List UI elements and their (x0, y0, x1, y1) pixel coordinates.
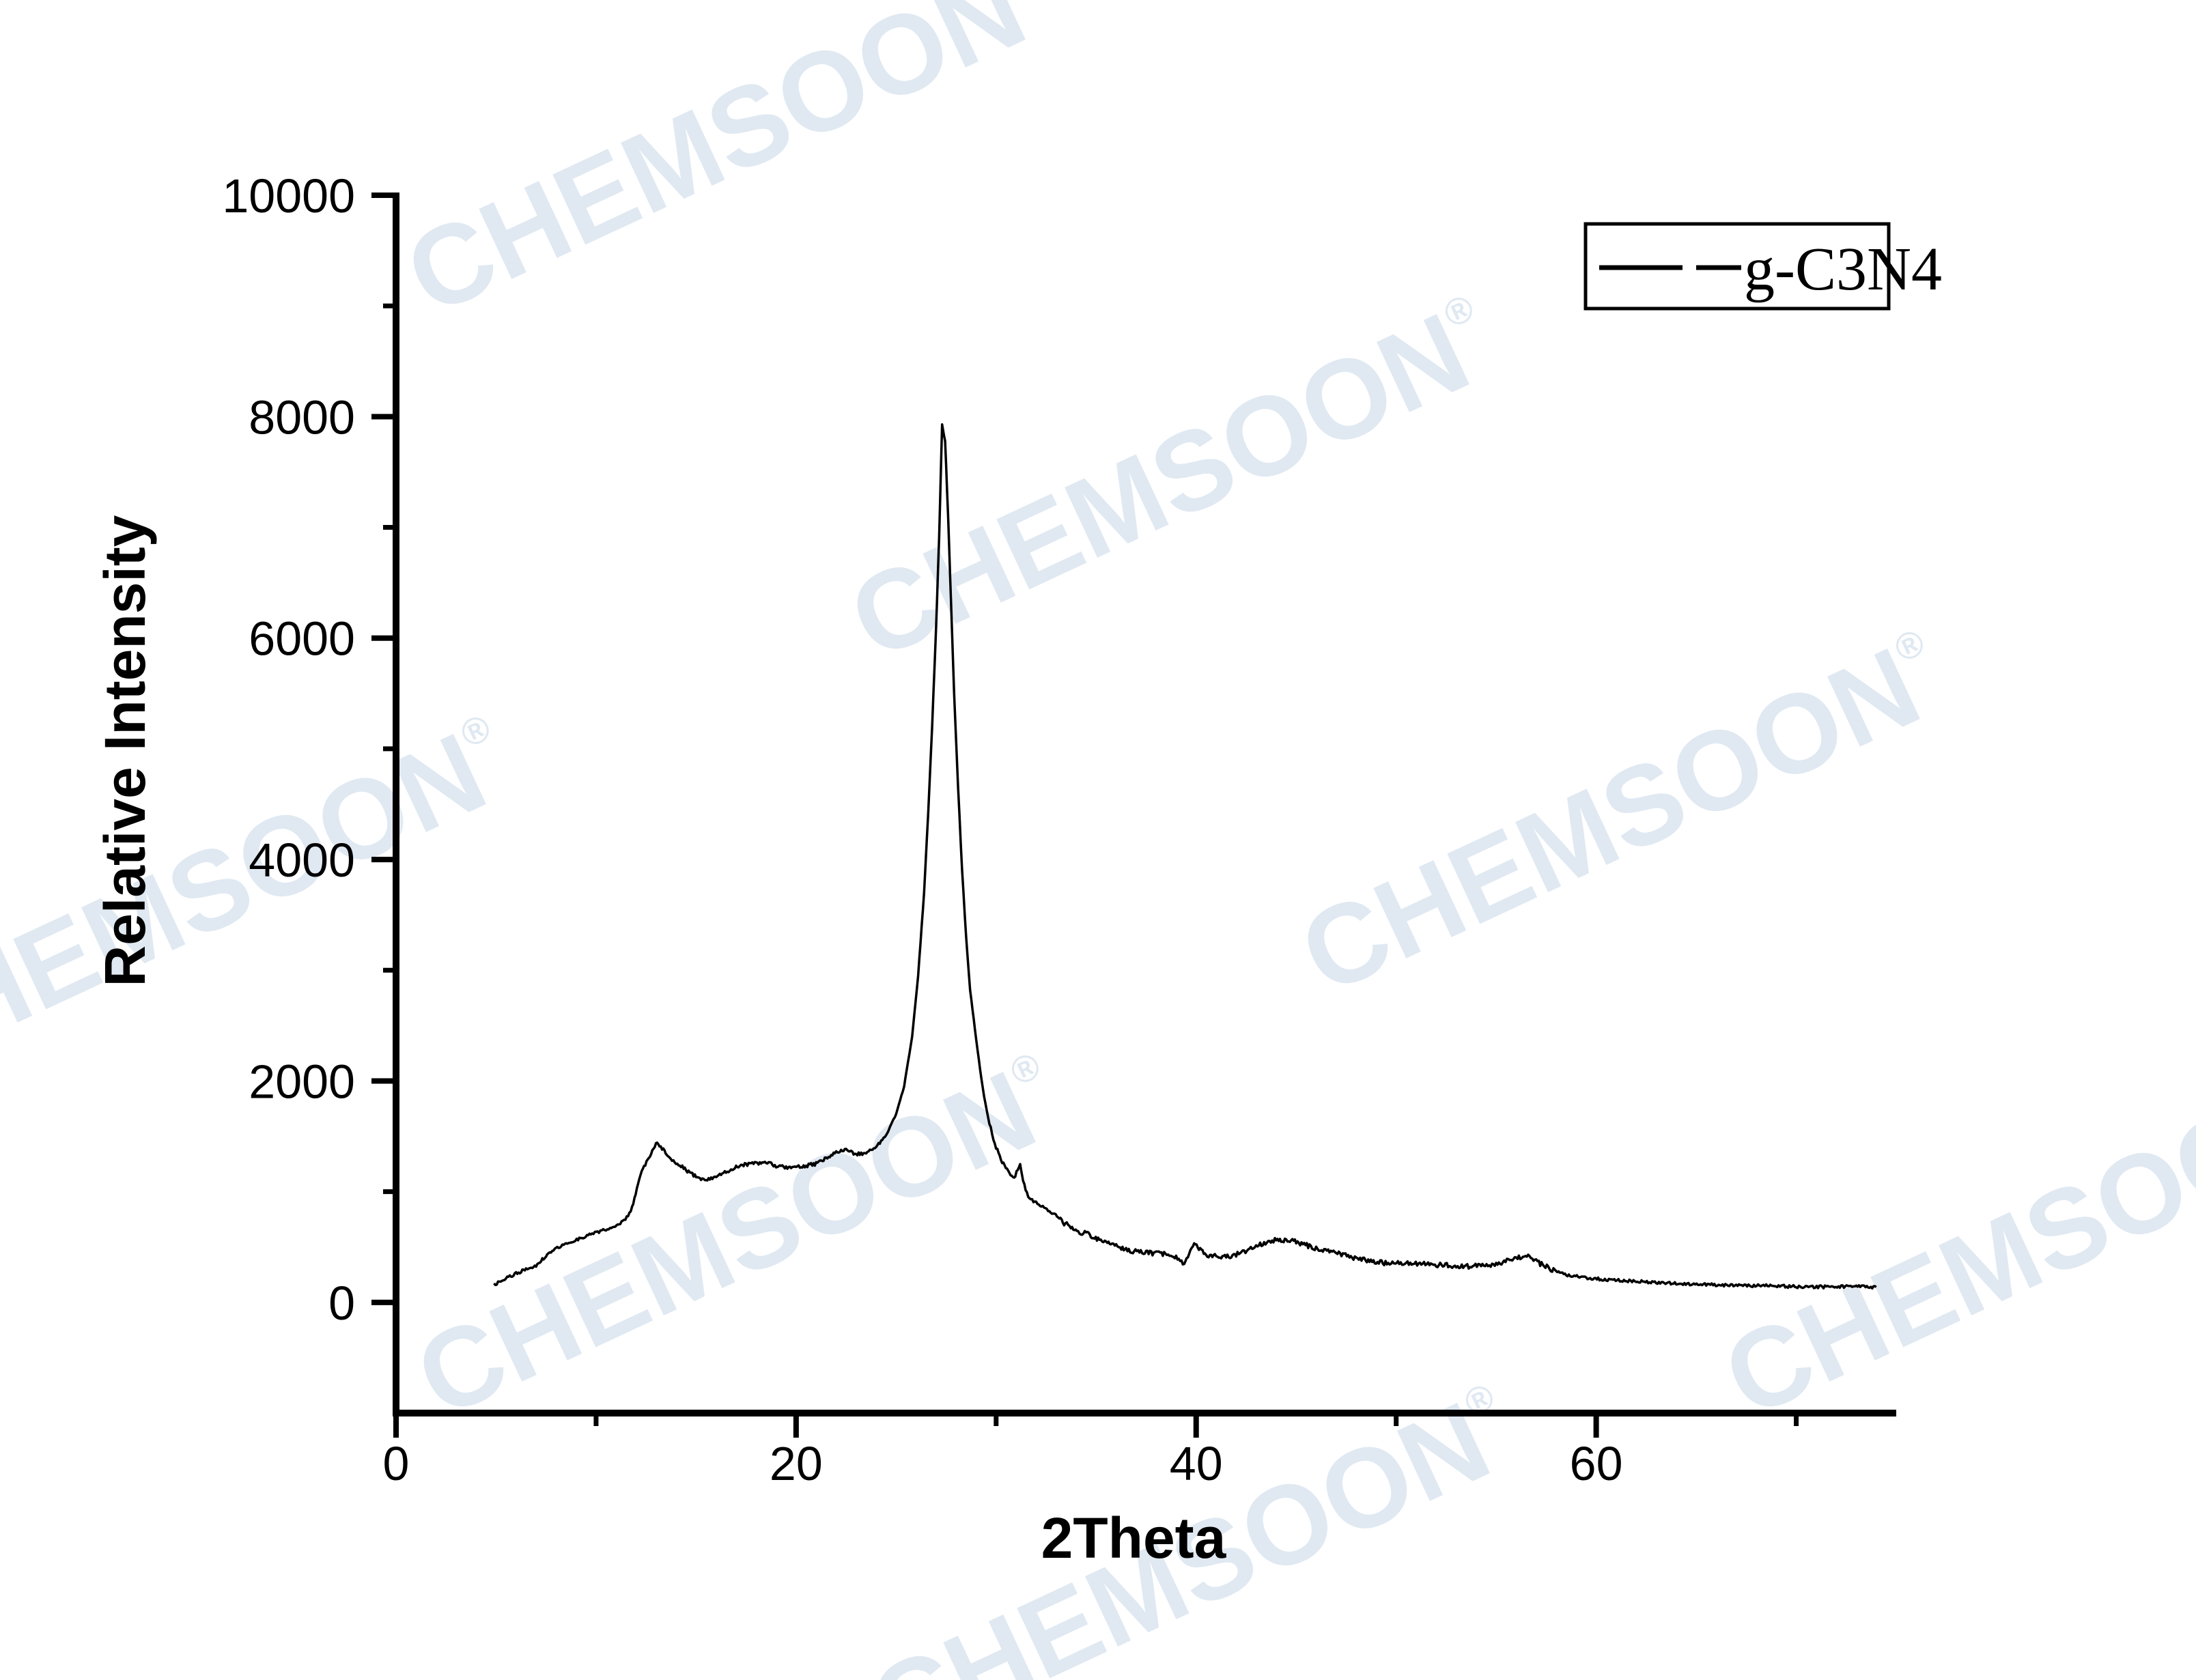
legend-entry-label: g-C3N4 (1744, 236, 1942, 303)
y-tick-label: 2000 (249, 1055, 355, 1108)
watermark-reg-mark: ® (1437, 286, 1480, 336)
y-tick-label: 6000 (249, 612, 355, 666)
curve-layer (493, 423, 1877, 1290)
y-axis-title: Relative Intensity (93, 515, 157, 986)
watermark-text: CHEMSOON® (832, 277, 1511, 683)
xrd-curve-g-C3N4 (493, 423, 1877, 1290)
watermark-text: CHEMSOON® (398, 1035, 1078, 1441)
watermark-text: CHEMSOON® (0, 697, 528, 1103)
x-tick-label: 0 (383, 1437, 410, 1490)
legend: g-C3N4 (1583, 222, 1942, 311)
watermark-text: CHEMSOON® (1282, 612, 1962, 1018)
y-tick-label: 8000 (249, 390, 355, 444)
watermark-reg-mark: ® (1458, 1375, 1501, 1425)
x-axis-title: 2Theta (1041, 1506, 1227, 1570)
y-tick-label: 4000 (249, 834, 355, 887)
x-tick-label: 20 (770, 1437, 823, 1490)
x-tick-label: 60 (1570, 1437, 1623, 1490)
axes-layer: 0 20 40 60 0 2000 4000 6000 8000 10000 (222, 169, 1896, 1490)
watermark-text: CHEMSOON® (388, 0, 1067, 339)
y-tick-label: 0 (328, 1277, 355, 1330)
legend-border (1583, 222, 1891, 311)
watermark-reg-mark: ® (1888, 621, 1931, 670)
y-tick-label: 10000 (222, 169, 355, 223)
x-tick-label: 40 (1170, 1437, 1223, 1490)
watermark-text: CHEMSOON® (1706, 1035, 2196, 1441)
watermark-reg-mark: ® (454, 706, 497, 756)
watermark-reg-mark: ® (1004, 1044, 1047, 1094)
